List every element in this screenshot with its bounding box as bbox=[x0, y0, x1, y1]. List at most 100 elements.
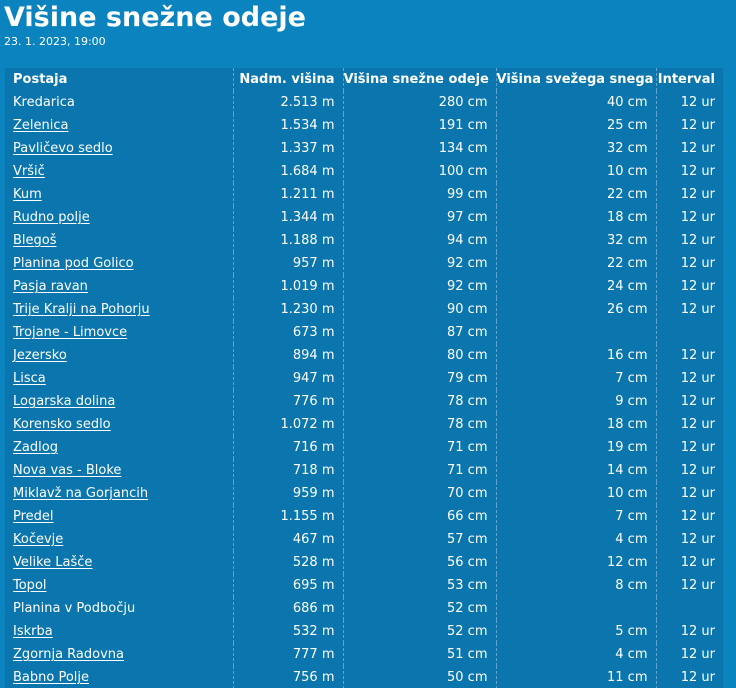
cell-station: Trojane - Limovce bbox=[5, 321, 233, 344]
station-link[interactable]: Logarska dolina bbox=[13, 394, 116, 409]
station-link[interactable]: Lisca bbox=[13, 371, 46, 386]
station-link[interactable]: Predel bbox=[13, 509, 54, 524]
station-link[interactable]: Babno Polje bbox=[13, 670, 90, 685]
cell-fresh-snow: 8 cm bbox=[495, 574, 656, 597]
cell-snow-depth: 52 cm bbox=[342, 597, 496, 620]
station-link[interactable]: Trojane - Limovce bbox=[13, 325, 128, 340]
cell-station: Rudno polje bbox=[5, 206, 233, 229]
cell-fresh-snow: 22 cm bbox=[495, 183, 656, 206]
cell-fresh-snow: 7 cm bbox=[495, 505, 656, 528]
header-snow-depth: Višina snežne odeje bbox=[342, 68, 496, 91]
station-link[interactable]: Korensko sedlo bbox=[13, 417, 111, 432]
table-row: Pavličevo sedlo 1.337 m 134 cm 32 cm 12 ur bbox=[5, 137, 723, 160]
cell-station: Zelenica bbox=[5, 114, 233, 137]
cell-station: Kočevje bbox=[5, 528, 233, 551]
page-title: Višine snežne odeje bbox=[4, 2, 306, 33]
station-link[interactable]: Pasja ravan bbox=[13, 279, 88, 294]
cell-fresh-snow: 18 cm bbox=[495, 206, 656, 229]
station-link[interactable]: Jezersko bbox=[13, 348, 67, 363]
cell-altitude: 1.337 m bbox=[232, 137, 343, 160]
cell-snow-depth: 191 cm bbox=[342, 114, 496, 137]
station-link[interactable]: Vršič bbox=[13, 164, 45, 179]
header-altitude: Nadm. višina bbox=[232, 68, 343, 91]
table-row: Kočevje 467 m 57 cm 4 cm 12 ur bbox=[5, 528, 723, 551]
cell-station: Babno Polje bbox=[5, 666, 233, 688]
cell-station: Predel bbox=[5, 505, 233, 528]
table-row: Topol 695 m 53 cm 8 cm 12 ur bbox=[5, 574, 723, 597]
cell-interval: 12 ur bbox=[655, 252, 723, 275]
cell-fresh-snow: 26 cm bbox=[495, 298, 656, 321]
cell-snow-depth: 66 cm bbox=[342, 505, 496, 528]
table-row: Vršič 1.684 m 100 cm 10 cm 12 ur bbox=[5, 160, 723, 183]
station-link[interactable]: Zadlog bbox=[13, 440, 58, 455]
cell-snow-depth: 92 cm bbox=[342, 275, 496, 298]
cell-station: Pavličevo sedlo bbox=[5, 137, 233, 160]
cell-snow-depth: 53 cm bbox=[342, 574, 496, 597]
cell-snow-depth: 99 cm bbox=[342, 183, 496, 206]
cell-station: Blegoš bbox=[5, 229, 233, 252]
station-link[interactable]: Kum bbox=[13, 187, 42, 202]
cell-interval: 12 ur bbox=[655, 137, 723, 160]
cell-snow-depth: 90 cm bbox=[342, 298, 496, 321]
cell-altitude: 716 m bbox=[232, 436, 343, 459]
station-link[interactable]: Planina pod Golico bbox=[13, 256, 134, 271]
table-row: Iskrba 532 m 52 cm 5 cm 12 ur bbox=[5, 620, 723, 643]
cell-interval bbox=[655, 321, 723, 344]
cell-altitude: 1.684 m bbox=[232, 160, 343, 183]
cell-fresh-snow: 9 cm bbox=[495, 390, 656, 413]
cell-altitude: 718 m bbox=[232, 459, 343, 482]
station-link[interactable]: Zgornja Radovna bbox=[13, 647, 124, 662]
cell-fresh-snow: 10 cm bbox=[495, 482, 656, 505]
station-link[interactable]: Rudno polje bbox=[13, 210, 90, 225]
station-link[interactable]: Blegoš bbox=[13, 233, 57, 248]
cell-interval: 12 ur bbox=[655, 528, 723, 551]
table-row: Blegoš 1.188 m 94 cm 32 cm 12 ur bbox=[5, 229, 723, 252]
cell-snow-depth: 80 cm bbox=[342, 344, 496, 367]
station-link[interactable]: Miklavž na Gorjancih bbox=[13, 486, 149, 501]
table-row: Pasja ravan 1.019 m 92 cm 24 cm 12 ur bbox=[5, 275, 723, 298]
cell-fresh-snow: 4 cm bbox=[495, 643, 656, 666]
station-link[interactable]: Iskrba bbox=[13, 624, 53, 639]
cell-snow-depth: 280 cm bbox=[342, 91, 496, 114]
station-link[interactable]: Nova vas - Bloke bbox=[13, 463, 122, 478]
table-row: Logarska dolina 776 m 78 cm 9 cm 12 ur bbox=[5, 390, 723, 413]
cell-station: Nova vas - Bloke bbox=[5, 459, 233, 482]
cell-interval: 12 ur bbox=[655, 505, 723, 528]
cell-station: Jezersko bbox=[5, 344, 233, 367]
snow-depth-table: Postaja Nadm. višina Višina snežne odeje… bbox=[5, 68, 723, 688]
station-link[interactable]: Trije Kralji na Pohorju bbox=[13, 302, 150, 317]
cell-altitude: 1.230 m bbox=[232, 298, 343, 321]
cell-snow-depth: 87 cm bbox=[342, 321, 496, 344]
cell-altitude: 1.072 m bbox=[232, 413, 343, 436]
cell-fresh-snow bbox=[495, 597, 656, 620]
station-name: Planina v Podbočju bbox=[13, 601, 136, 616]
table-row: Kredarica 2.513 m 280 cm 40 cm 12 ur bbox=[5, 91, 723, 114]
cell-altitude: 467 m bbox=[232, 528, 343, 551]
cell-interval: 12 ur bbox=[655, 574, 723, 597]
cell-snow-depth: 50 cm bbox=[342, 666, 496, 688]
cell-fresh-snow: 32 cm bbox=[495, 229, 656, 252]
table-row: Jezersko 894 m 80 cm 16 cm 12 ur bbox=[5, 344, 723, 367]
cell-station: Logarska dolina bbox=[5, 390, 233, 413]
cell-snow-depth: 70 cm bbox=[342, 482, 496, 505]
table-header-row: Postaja Nadm. višina Višina snežne odeje… bbox=[5, 68, 723, 91]
header-fresh-snow: Višina svežega snega bbox=[495, 68, 656, 91]
cell-altitude: 1.344 m bbox=[232, 206, 343, 229]
cell-interval: 12 ur bbox=[655, 160, 723, 183]
cell-interval bbox=[655, 597, 723, 620]
cell-interval: 12 ur bbox=[655, 183, 723, 206]
station-link[interactable]: Zelenica bbox=[13, 118, 69, 133]
table-row: Predel 1.155 m 66 cm 7 cm 12 ur bbox=[5, 505, 723, 528]
station-link[interactable]: Topol bbox=[13, 578, 47, 593]
table-row: Babno Polje 756 m 50 cm 11 cm 12 ur bbox=[5, 666, 723, 688]
cell-interval: 12 ur bbox=[655, 643, 723, 666]
cell-altitude: 528 m bbox=[232, 551, 343, 574]
station-link[interactable]: Pavličevo sedlo bbox=[13, 141, 113, 156]
cell-snow-depth: 78 cm bbox=[342, 413, 496, 436]
station-link[interactable]: Velike Lašče bbox=[13, 555, 93, 570]
cell-snow-depth: 97 cm bbox=[342, 206, 496, 229]
cell-altitude: 947 m bbox=[232, 367, 343, 390]
cell-altitude: 1.534 m bbox=[232, 114, 343, 137]
station-link[interactable]: Kočevje bbox=[13, 532, 64, 547]
table-row: Rudno polje 1.344 m 97 cm 18 cm 12 ur bbox=[5, 206, 723, 229]
